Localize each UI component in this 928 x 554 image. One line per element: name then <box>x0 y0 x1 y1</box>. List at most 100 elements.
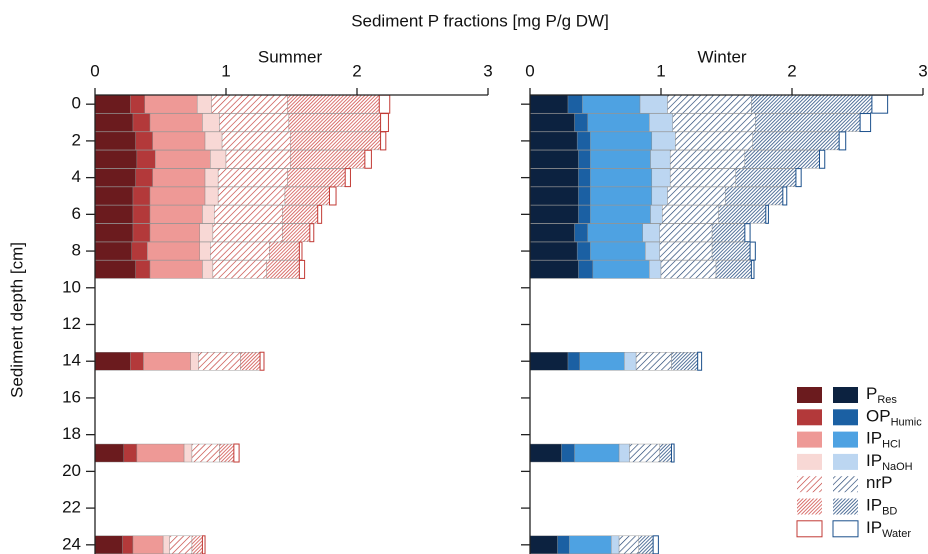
bar-segment <box>214 205 283 224</box>
legend-swatch <box>797 453 822 470</box>
bar-segment <box>819 149 826 169</box>
bar-segment <box>212 223 283 242</box>
bar-segment <box>147 241 200 261</box>
bar-segment <box>123 443 138 463</box>
bar-segment <box>132 113 151 132</box>
bar-segment <box>94 113 134 132</box>
bar-segment <box>94 186 134 206</box>
bar-segment <box>202 205 215 224</box>
bar-segment <box>529 241 578 261</box>
bar-segment <box>755 113 861 132</box>
bar-segment <box>578 150 591 169</box>
bar-segment <box>289 131 381 151</box>
legend-swatch <box>796 520 823 538</box>
bar-segment <box>659 223 713 242</box>
legend-label: OPHumic <box>866 407 922 428</box>
bar-segment <box>282 223 311 242</box>
bar-segment <box>135 131 153 151</box>
bar-segment <box>578 168 591 187</box>
y-tick-label: 24 <box>62 534 81 553</box>
bar-segment <box>579 352 625 371</box>
bar-segment <box>380 113 389 133</box>
legend-name: nrP <box>866 474 892 493</box>
bar-segment <box>569 535 612 554</box>
bar-segment <box>287 168 346 187</box>
legend-name: IP <box>866 429 882 448</box>
legend-subscript: Res <box>877 394 897 406</box>
bar-segment <box>671 352 698 371</box>
legend-label: IPNaOH <box>866 451 913 472</box>
legend-subscript: Humic <box>891 416 923 428</box>
bar-segment <box>136 150 156 169</box>
bar-segment <box>94 150 138 169</box>
bar-segment <box>149 223 201 242</box>
bar-segment <box>529 94 569 114</box>
bar-segment <box>645 241 660 261</box>
bar-segment <box>152 131 206 151</box>
bar-segment <box>202 113 220 132</box>
bar-segment <box>132 223 151 242</box>
bar-segment <box>838 131 847 151</box>
bar-segment <box>135 168 153 187</box>
bar-segment <box>667 186 726 206</box>
bar-segment <box>378 94 391 114</box>
bar-segment <box>650 150 671 169</box>
bar-segment <box>94 352 131 371</box>
bar-segment <box>659 443 672 463</box>
x-tick-label: 0 <box>90 61 99 80</box>
legend-swatch <box>797 476 822 493</box>
bar-segment <box>660 260 717 279</box>
bar-segment <box>567 94 583 114</box>
bar-segment <box>711 241 751 261</box>
bar-segment <box>190 352 199 371</box>
bar-segment <box>574 113 588 132</box>
x-tick-label: 0 <box>525 61 534 80</box>
bar-segment <box>638 535 654 554</box>
bar-segment <box>751 94 873 114</box>
bar-segment <box>266 260 300 279</box>
y-tick-label: 22 <box>62 498 81 517</box>
bar-segment <box>590 131 653 151</box>
legend-swatch <box>833 476 858 493</box>
bar-segment <box>94 205 134 224</box>
legend-swatch <box>797 498 822 515</box>
bar-segment <box>298 259 306 279</box>
bar-segment <box>364 149 372 169</box>
legend-swatch <box>833 387 858 403</box>
panel-title: Winter <box>697 47 746 66</box>
bar-segment <box>675 131 753 151</box>
bar-segment <box>94 168 136 187</box>
bar-segment <box>618 535 639 554</box>
bar-segment <box>282 205 318 224</box>
legend-swatch <box>797 409 822 426</box>
legend-name: IP <box>866 518 882 537</box>
bar-segment <box>94 535 123 554</box>
legend-label: nrP <box>866 474 892 493</box>
legend-swatch <box>833 453 858 470</box>
bar-segment <box>225 150 291 169</box>
legend-swatch <box>833 431 858 448</box>
bar-segment <box>529 443 562 463</box>
bar-segment <box>233 443 240 463</box>
bar-segment <box>529 168 579 187</box>
legend-label: IPHCl <box>866 429 900 450</box>
bar-segment <box>718 205 767 224</box>
bar-segment <box>169 535 193 554</box>
bar-segment <box>221 131 291 151</box>
bar-segment <box>578 260 594 279</box>
bar-segment <box>212 260 267 279</box>
bar-segment <box>149 113 203 132</box>
legend-subscript: HCl <box>882 439 900 451</box>
bar-segment <box>765 204 769 224</box>
y-tick-label: 16 <box>62 387 81 406</box>
bar-segment <box>317 204 323 224</box>
bar-segment <box>529 260 579 279</box>
panel-title: Summer <box>258 47 323 66</box>
bar-segment <box>259 351 265 371</box>
bar-segment <box>204 168 219 187</box>
bar-segment <box>152 168 206 187</box>
bar-segment <box>587 223 643 242</box>
bar-segment <box>669 168 736 187</box>
bar-segment <box>649 260 662 279</box>
